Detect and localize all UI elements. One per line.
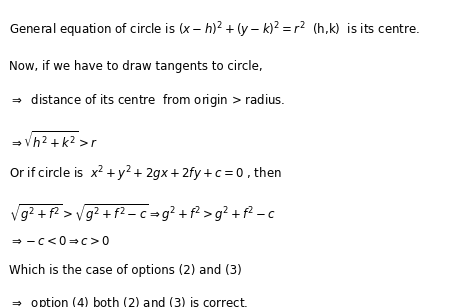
Text: $\Rightarrow\sqrt{h^2+k^2}>r$: $\Rightarrow\sqrt{h^2+k^2}>r$ [9, 130, 99, 152]
Text: Or if circle is  $x^2+y^2+2gx+2fy+c=0$ , then: Or if circle is $x^2+y^2+2gx+2fy+c=0$ , … [9, 164, 282, 184]
Text: Now, if we have to draw tangents to circle,: Now, if we have to draw tangents to circ… [9, 60, 263, 73]
Text: $\Rightarrow$  distance of its centre  from origin > radius.: $\Rightarrow$ distance of its centre fro… [9, 92, 286, 109]
Text: General equation of circle is $(x-h)^2+(y-k)^2=r^2$  (h,k)  is its centre.: General equation of circle is $(x-h)^2+(… [9, 20, 420, 40]
Text: Which is the case of options (2) and (3): Which is the case of options (2) and (3) [9, 264, 242, 277]
Text: $\Rightarrow -c<0\Rightarrow c>0$: $\Rightarrow -c<0\Rightarrow c>0$ [9, 235, 110, 248]
Text: $\sqrt{g^2+f^2}>\sqrt{g^2+f^2-c}\Rightarrow g^2+f^2>g^2+f^2-c$: $\sqrt{g^2+f^2}>\sqrt{g^2+f^2-c}\Rightar… [9, 203, 276, 225]
Text: $\Rightarrow$  option (4) both (2) and (3) is correct.: $\Rightarrow$ option (4) both (2) and (3… [9, 295, 249, 307]
